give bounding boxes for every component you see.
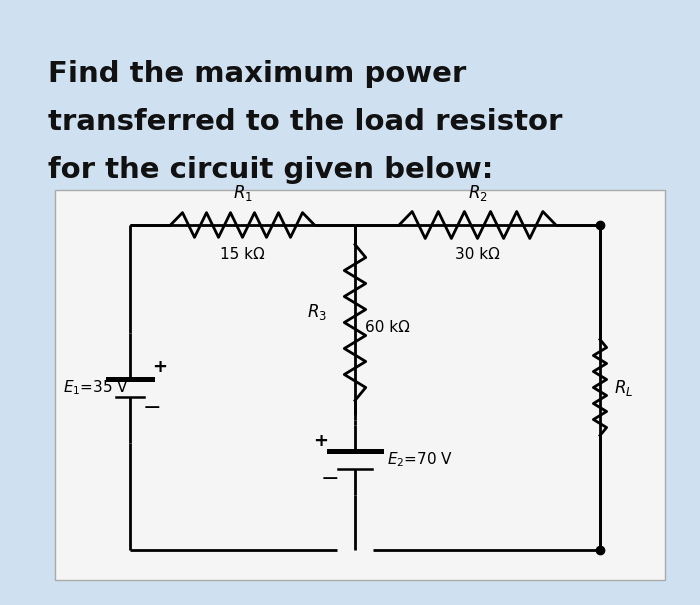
- Text: for the circuit given below:: for the circuit given below:: [48, 156, 493, 184]
- Text: $R_3$: $R_3$: [307, 302, 327, 322]
- Text: −: −: [143, 399, 161, 419]
- Text: +: +: [153, 358, 167, 376]
- Text: $R_1$: $R_1$: [232, 183, 253, 203]
- Text: 15 kΩ: 15 kΩ: [220, 247, 265, 262]
- Text: $E_2$=70 V: $E_2$=70 V: [387, 451, 453, 469]
- Text: $R_2$: $R_2$: [468, 183, 487, 203]
- Text: 30 kΩ: 30 kΩ: [455, 247, 500, 262]
- FancyBboxPatch shape: [55, 190, 665, 580]
- Text: +: +: [314, 432, 328, 450]
- Text: transferred to the load resistor: transferred to the load resistor: [48, 108, 562, 136]
- Text: 60 kΩ: 60 kΩ: [365, 320, 410, 335]
- Text: $R_L$: $R_L$: [614, 378, 634, 397]
- Text: $E_1$=35 V: $E_1$=35 V: [63, 378, 130, 397]
- Text: Find the maximum power: Find the maximum power: [48, 60, 466, 88]
- Text: −: −: [321, 469, 340, 489]
